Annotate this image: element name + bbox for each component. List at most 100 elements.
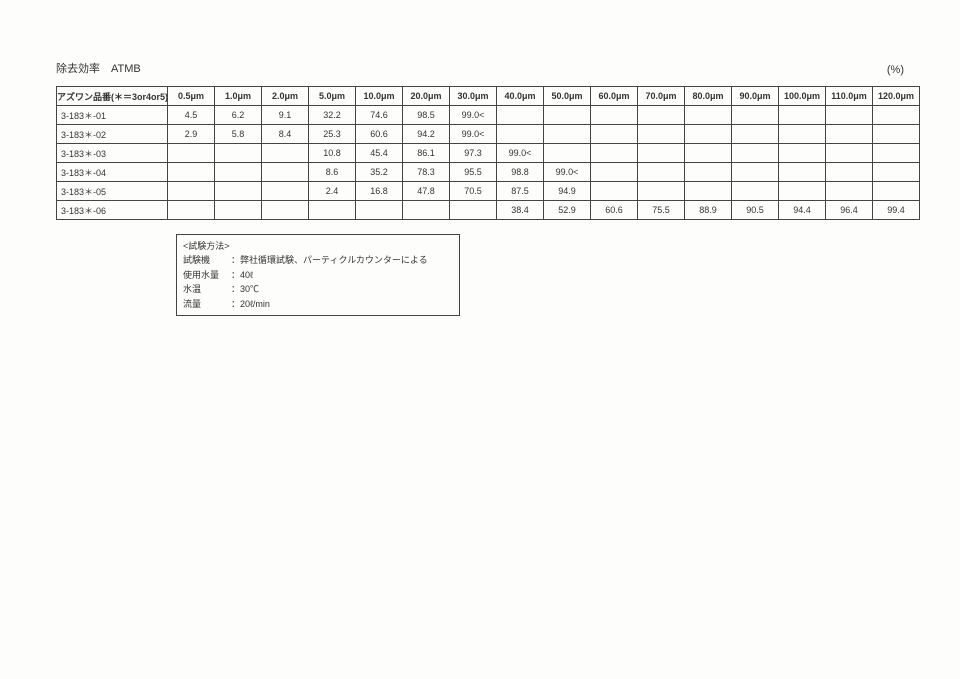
table-cell: 86.1: [403, 144, 450, 163]
table-cell: [638, 182, 685, 201]
table-header-col: 70.0μm: [638, 87, 685, 106]
table-cell: [450, 201, 497, 220]
method-row: 使用水量：40ℓ: [183, 268, 453, 282]
method-label: 試験機: [183, 253, 231, 267]
table-cell: [685, 144, 732, 163]
method-label: 使用水量: [183, 268, 231, 282]
table-cell: 99.4: [873, 201, 920, 220]
table-cell: [497, 106, 544, 125]
table-cell: 75.5: [638, 201, 685, 220]
table-header-col: 90.0μm: [732, 87, 779, 106]
table-row: 3-183＊-048.635.278.395.598.899.0<: [57, 163, 920, 182]
table-cell: [779, 125, 826, 144]
table-cell: [544, 106, 591, 125]
table-header-col: 110.0μm: [826, 87, 873, 106]
table-cell: [779, 163, 826, 182]
table-header-col: 80.0μm: [685, 87, 732, 106]
table-header-col: 0.5μm: [168, 87, 215, 106]
table-cell: 6.2: [215, 106, 262, 125]
table-row-label: 3-183＊-03: [57, 144, 168, 163]
method-heading: <試験方法>: [183, 239, 453, 253]
table-cell: [168, 201, 215, 220]
table-row-label: 3-183＊-01: [57, 106, 168, 125]
table-cell: [262, 163, 309, 182]
table-cell: 95.5: [450, 163, 497, 182]
table-cell: 99.0<: [450, 106, 497, 125]
table-cell: [685, 163, 732, 182]
table-cell: [497, 125, 544, 144]
table-row-label: 3-183＊-05: [57, 182, 168, 201]
page-title: 除去効率 ATMB: [56, 60, 141, 76]
table-cell: 35.2: [356, 163, 403, 182]
table-cell: 88.9: [685, 201, 732, 220]
table-cell: [309, 201, 356, 220]
table-cell: 16.8: [356, 182, 403, 201]
table-header-col: 50.0μm: [544, 87, 591, 106]
table-cell: [356, 201, 403, 220]
method-value: ：20ℓ/min: [231, 297, 270, 311]
table-cell: [826, 163, 873, 182]
table-cell: [638, 144, 685, 163]
table-header-col: 1.0μm: [215, 87, 262, 106]
table-cell: [873, 144, 920, 163]
table-cell: [262, 144, 309, 163]
table-header-col: 10.0μm: [356, 87, 403, 106]
table-header-col: 120.0μm: [873, 87, 920, 106]
table-cell: [826, 125, 873, 144]
table-cell: 74.6: [356, 106, 403, 125]
table-cell: [779, 106, 826, 125]
method-row: 水温：30℃: [183, 282, 453, 296]
method-label: 流量: [183, 297, 231, 311]
table-cell: [873, 163, 920, 182]
efficiency-table: アズワン品番(＊＝3or4or5) 0.5μm1.0μm2.0μm5.0μm10…: [56, 86, 920, 220]
table-cell: [732, 163, 779, 182]
table-cell: 10.8: [309, 144, 356, 163]
table-cell: 98.8: [497, 163, 544, 182]
table-cell: 9.1: [262, 106, 309, 125]
table-cell: 60.6: [591, 201, 638, 220]
table-header-col: 40.0μm: [497, 87, 544, 106]
table-row-label: 3-183＊-04: [57, 163, 168, 182]
method-row: 流量：20ℓ/min: [183, 297, 453, 311]
table-cell: [591, 182, 638, 201]
table-cell: 94.4: [779, 201, 826, 220]
method-value: ：40ℓ: [231, 268, 253, 282]
table-cell: [779, 182, 826, 201]
table-cell: [168, 144, 215, 163]
method-value: ：弊社循環試験、パーティクルカウンターによる: [231, 253, 428, 267]
table-cell: [591, 106, 638, 125]
table-cell: 87.5: [497, 182, 544, 201]
table-cell: 45.4: [356, 144, 403, 163]
table-cell: 32.2: [309, 106, 356, 125]
table-cell: [544, 144, 591, 163]
table-cell: [779, 144, 826, 163]
table-cell: [638, 125, 685, 144]
table-header-col: 20.0μm: [403, 87, 450, 106]
table-cell: [215, 144, 262, 163]
table-cell: [826, 144, 873, 163]
table-header-product: アズワン品番(＊＝3or4or5): [57, 87, 168, 106]
table-cell: [215, 182, 262, 201]
table-cell: [732, 182, 779, 201]
method-box: <試験方法> 試験機：弊社循環試験、パーティクルカウンターによる使用水量：40ℓ…: [176, 234, 460, 316]
table-cell: 97.3: [450, 144, 497, 163]
table-cell: 94.9: [544, 182, 591, 201]
table-cell: 8.4: [262, 125, 309, 144]
table-cell: 70.5: [450, 182, 497, 201]
table-cell: 47.8: [403, 182, 450, 201]
unit-label: (%): [887, 64, 904, 76]
table-row: 3-183＊-0310.845.486.197.399.0<: [57, 144, 920, 163]
table-header-col: 2.0μm: [262, 87, 309, 106]
table-cell: [591, 144, 638, 163]
table-header-col: 100.0μm: [779, 87, 826, 106]
table-cell: [638, 106, 685, 125]
table-cell: [262, 201, 309, 220]
table-cell: 99.0<: [450, 125, 497, 144]
table-row: 3-183＊-022.95.88.425.360.694.299.0<: [57, 125, 920, 144]
table-cell: 2.4: [309, 182, 356, 201]
table-cell: [873, 106, 920, 125]
table-header-col: 60.0μm: [591, 87, 638, 106]
table-header-col: 30.0μm: [450, 87, 497, 106]
table-cell: 52.9: [544, 201, 591, 220]
table-cell: 5.8: [215, 125, 262, 144]
